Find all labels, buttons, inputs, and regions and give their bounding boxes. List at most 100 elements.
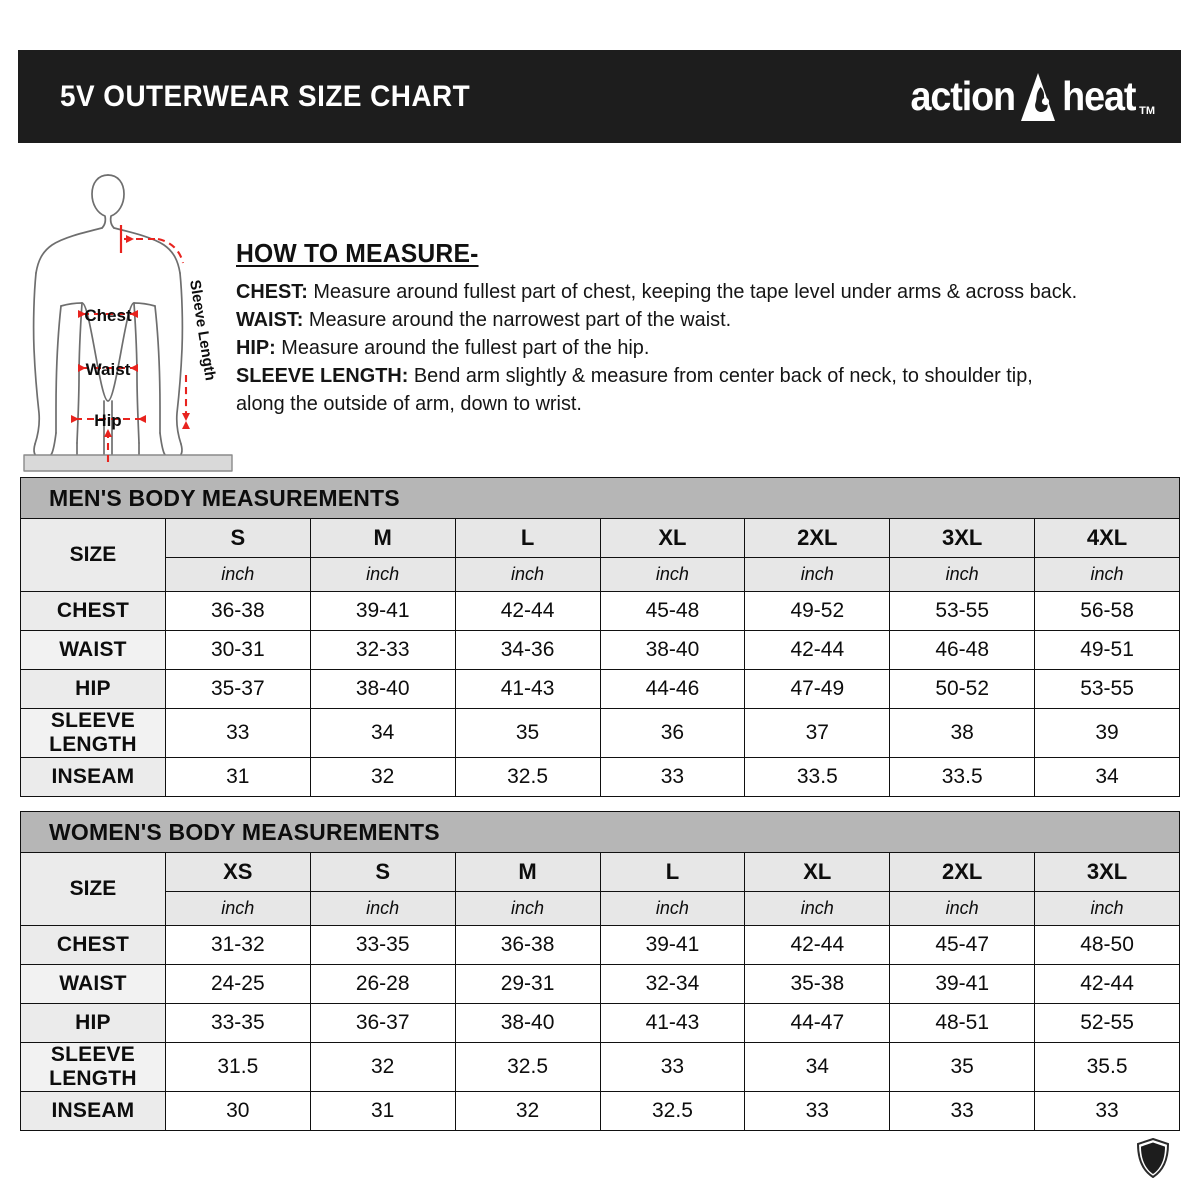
- mens-sleeve-l: 35: [454, 708, 601, 758]
- mens-chest-4xl: 56-58: [1034, 591, 1180, 631]
- womens-table-caption-row: WOMEN'S BODY MEASUREMENTS: [20, 811, 1180, 853]
- womens-sleeve-m: 32.5: [454, 1042, 601, 1092]
- mens-size-header-l: L: [454, 518, 601, 558]
- womens-size-label: SIZE: [20, 852, 166, 926]
- womens-unit-s: inch: [309, 891, 456, 926]
- womens-size-header-2xl: 2XL: [889, 852, 1036, 892]
- measure-term-chest: CHEST:: [236, 280, 308, 303]
- mens-table-caption: MEN'S BODY MEASUREMENTS: [20, 477, 1180, 519]
- womens-chest-2xl: 45-47: [889, 925, 1036, 965]
- measure-term-sleeve-length: SLEEVE LENGTH:: [236, 364, 409, 388]
- womens-chest-3xl: 48-50: [1034, 925, 1180, 965]
- mens-size-header-3xl: 3XL: [889, 518, 1036, 558]
- mens-inseam-s: 31: [164, 757, 311, 797]
- womens-row-label-sleeve-length: SLEEVE LENGTH: [20, 1042, 166, 1092]
- womens-hip-s: 36-37: [309, 1003, 456, 1043]
- mens-hip-m: 38-40: [309, 669, 456, 709]
- womens-row-label-waist: WAIST: [20, 964, 166, 1004]
- diagram-label-waist: Waist: [86, 360, 131, 379]
- mens-sleeve-m: 34: [309, 708, 456, 758]
- womens-unit-2xl: inch: [889, 891, 1036, 926]
- womens-chest-l: 39-41: [599, 925, 746, 965]
- page-title: 5V OUTERWEAR SIZE CHART: [60, 79, 471, 113]
- womens-inseam-xs: 30: [164, 1091, 311, 1131]
- mens-sleeve-4xl: 39: [1034, 708, 1180, 758]
- header-bar: 5V OUTERWEAR SIZE CHART action heat TM: [18, 50, 1181, 143]
- womens-chest-m: 36-38: [454, 925, 601, 965]
- mens-sleeve-xl: 36: [599, 708, 746, 758]
- mens-size-header-row: SIZE S M L XL 2XL 3XL 4XL: [20, 518, 1180, 592]
- flame-triangle-icon: [1018, 71, 1058, 123]
- mens-hip-xl: 44-46: [599, 669, 746, 709]
- mens-row-label-chest: CHEST: [20, 591, 166, 631]
- womens-size-header-row: SIZE XS S M L XL 2XL 3XL: [20, 852, 1180, 926]
- measure-instruction-chest: CHEST: Measure around fullest part of ch…: [236, 278, 1148, 306]
- womens-size-header-3xl: 3XL: [1034, 852, 1180, 892]
- womens-row-label-hip: HIP: [20, 1003, 166, 1043]
- mens-size-header-2xl: 2XL: [744, 518, 891, 558]
- measure-term-hip: HIP:: [236, 336, 276, 360]
- womens-hip-xs: 33-35: [164, 1003, 311, 1043]
- womens-hip-xl: 44-47: [744, 1003, 891, 1043]
- mens-unit-4xl: inch: [1034, 557, 1180, 592]
- mens-chest-s: 36-38: [164, 591, 311, 631]
- mens-inseam-m: 32: [309, 757, 456, 797]
- mens-unit-m: inch: [309, 557, 456, 592]
- table-row: SLEEVE LENGTH 33 34 35 36 37 38 39: [20, 708, 1180, 758]
- mens-waist-l: 34-36: [454, 630, 601, 670]
- measure-instruction-waist: WAIST: Measure around the narrowest part…: [236, 306, 1148, 334]
- mens-waist-s: 30-31: [164, 630, 311, 670]
- table-row: SLEEVE LENGTH 31.5 32 32.5 33 34 35 35.5: [20, 1042, 1180, 1092]
- womens-sleeve-s: 32: [309, 1042, 456, 1092]
- measure-text-waist: Measure around the narrowest part of the…: [303, 308, 732, 332]
- womens-inseam-m: 32: [454, 1091, 601, 1131]
- mens-waist-m: 32-33: [309, 630, 456, 670]
- diagram-label-sleeve-length: Sleeve Length: [186, 279, 219, 382]
- diagram-label-hip: Hip: [94, 411, 121, 430]
- table-row: CHEST 36-38 39-41 42-44 45-48 49-52 53-5…: [20, 591, 1180, 631]
- womens-waist-3xl: 42-44: [1034, 964, 1180, 1004]
- womens-inseam-l: 32.5: [599, 1091, 746, 1131]
- womens-size-header-xs: XS: [164, 852, 311, 892]
- womens-row-label-chest: CHEST: [20, 925, 166, 965]
- mens-unit-s: inch: [164, 557, 311, 592]
- womens-unit-3xl: inch: [1034, 891, 1180, 926]
- table-row: INSEAM 30 31 32 32.5 33 33 33: [20, 1091, 1180, 1131]
- how-to-measure-section: HOW TO MEASURE- CHEST: Measure around fu…: [236, 238, 1176, 418]
- mens-row-label-sleeve-length: SLEEVE LENGTH: [20, 708, 166, 758]
- mens-unit-row: inch inch inch inch inch inch inch: [21, 557, 1180, 592]
- mens-hip-l: 41-43: [454, 669, 601, 709]
- mens-hip-4xl: 53-55: [1034, 669, 1180, 709]
- womens-sleeve-xs: 31.5: [164, 1042, 311, 1092]
- womens-unit-row: inch inch inch inch inch inch inch: [21, 891, 1180, 926]
- womens-chest-xl: 42-44: [744, 925, 891, 965]
- mens-size-header-xl: XL: [599, 518, 746, 558]
- measure-text-sleeve-length-cont: along the outside of arm, down to wrist.: [236, 392, 582, 416]
- brand-logo: action heat TM: [906, 71, 1155, 123]
- womens-hip-3xl: 52-55: [1034, 1003, 1180, 1043]
- mens-size-header-s: S: [164, 518, 311, 558]
- womens-inseam-3xl: 33: [1034, 1091, 1180, 1131]
- womens-unit-xl: inch: [744, 891, 891, 926]
- table-row: HIP 33-35 36-37 38-40 41-43 44-47 48-51 …: [20, 1003, 1180, 1043]
- body-measurement-diagram: Chest Waist Hip Sleeve Length: [20, 163, 235, 473]
- womens-size-table: WOMEN'S BODY MEASUREMENTS SIZE XS S M L …: [20, 811, 1180, 1131]
- mens-size-table: MEN'S BODY MEASUREMENTS SIZE S M L XL 2X…: [20, 477, 1180, 797]
- mens-size-header-4xl: 4XL: [1034, 518, 1180, 558]
- how-to-measure-body: CHEST: Measure around fullest part of ch…: [236, 278, 1176, 418]
- mens-size-header-m: M: [309, 518, 456, 558]
- mens-inseam-l: 32.5: [454, 757, 601, 797]
- womens-sleeve-xl: 34: [744, 1042, 891, 1092]
- brand-name-heat: heat: [1061, 73, 1136, 119]
- mens-hip-2xl: 47-49: [744, 669, 891, 709]
- womens-sleeve-2xl: 35: [889, 1042, 1036, 1092]
- mens-chest-l: 42-44: [454, 591, 601, 631]
- womens-size-header-xl: XL: [744, 852, 891, 892]
- womens-sleeve-l: 33: [599, 1042, 746, 1092]
- mens-sleeve-2xl: 37: [744, 708, 891, 758]
- mens-chest-2xl: 49-52: [744, 591, 891, 631]
- measure-text-sleeve-length: Bend arm slightly & measure from center …: [408, 364, 1033, 388]
- womens-unit-xs: inch: [164, 891, 311, 926]
- table-row: WAIST 24-25 26-28 29-31 32-34 35-38 39-4…: [20, 964, 1180, 1004]
- measure-text-hip: Measure around the fullest part of the h…: [275, 336, 650, 360]
